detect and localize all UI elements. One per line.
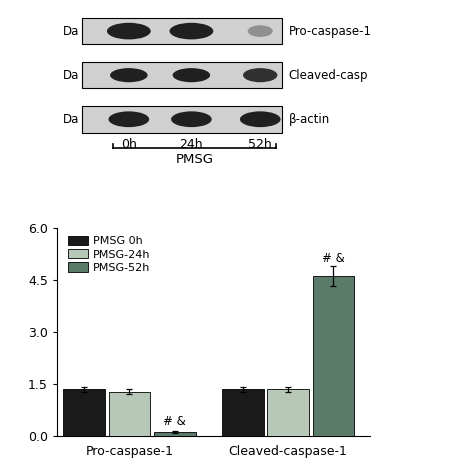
Text: Cleaved-casp: Cleaved-casp [288, 69, 368, 82]
Bar [154, 432, 196, 436]
Bar [63, 389, 105, 436]
Bar [82, 106, 282, 133]
Ellipse shape [243, 68, 277, 82]
Bar [222, 389, 264, 436]
Text: 0h: 0h [121, 138, 137, 151]
Text: Da: Da [63, 113, 79, 126]
Bar [82, 62, 282, 89]
Ellipse shape [171, 111, 212, 127]
Bar [267, 389, 309, 436]
Ellipse shape [170, 23, 213, 39]
Ellipse shape [173, 68, 210, 82]
Ellipse shape [248, 25, 273, 37]
Bar [82, 18, 282, 45]
Ellipse shape [240, 111, 281, 127]
Text: β-actin: β-actin [288, 113, 329, 126]
Text: Pro-caspase-1: Pro-caspase-1 [288, 25, 372, 37]
Ellipse shape [109, 111, 149, 127]
Text: Da: Da [63, 69, 79, 82]
Ellipse shape [107, 23, 151, 39]
Text: 24h: 24h [180, 138, 203, 151]
Text: # &: # & [164, 415, 186, 428]
Text: # &: # & [322, 252, 345, 264]
Text: 52h: 52h [248, 138, 272, 151]
Legend: PMSG 0h, PMSG-24h, PMSG-52h: PMSG 0h, PMSG-24h, PMSG-52h [65, 234, 153, 275]
Text: Da: Da [63, 25, 79, 37]
Text: PMSG: PMSG [175, 154, 213, 166]
Ellipse shape [110, 68, 147, 82]
Bar [109, 392, 150, 436]
Bar [312, 276, 354, 436]
